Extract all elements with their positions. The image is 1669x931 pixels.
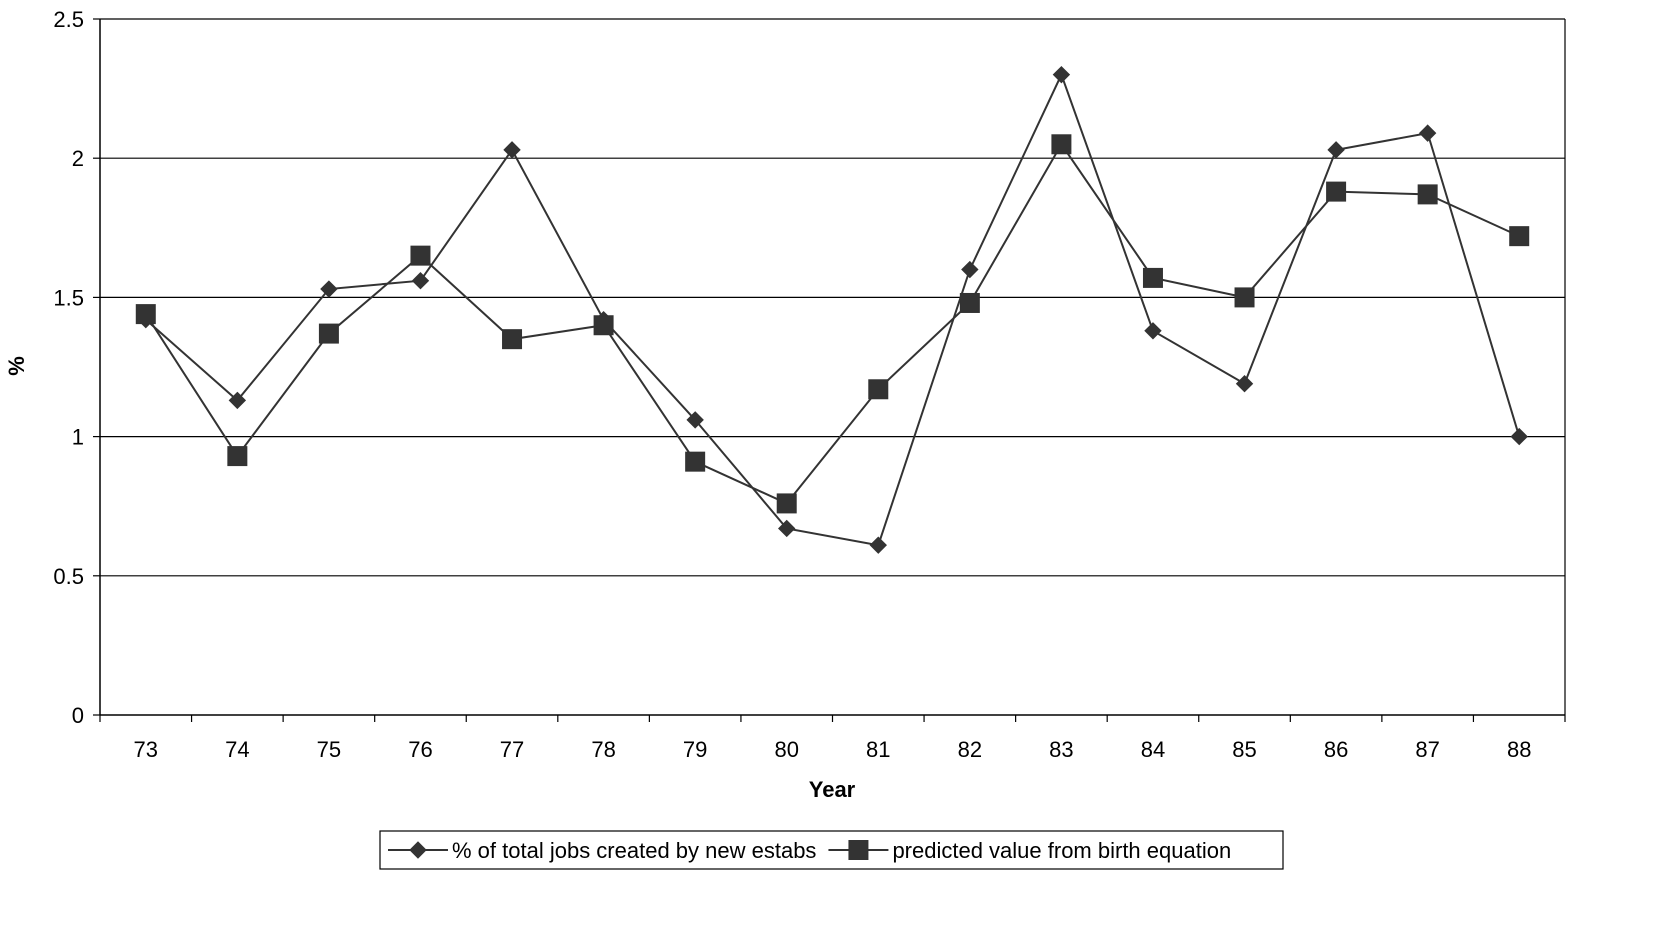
data-point-square	[1234, 287, 1255, 308]
x-tick-label: 79	[683, 737, 707, 762]
x-tick-label: 80	[774, 737, 798, 762]
x-tick-label: 87	[1415, 737, 1439, 762]
x-tick-label: 73	[134, 737, 158, 762]
data-point-square	[135, 304, 156, 325]
legend-marker-diamond	[409, 841, 427, 859]
data-point-square	[593, 315, 614, 336]
x-tick-label: 85	[1232, 737, 1256, 762]
data-point-diamond	[1144, 322, 1162, 340]
series-diamond	[137, 65, 1528, 554]
data-point-diamond	[1418, 124, 1437, 142]
y-tick-label: 2.5	[53, 7, 84, 32]
legend-label: predicted value from birth equation	[892, 838, 1231, 863]
data-point-diamond	[686, 411, 704, 429]
legend-marker-square	[848, 840, 869, 860]
data-point-square	[1417, 184, 1438, 205]
x-tick-label: 86	[1324, 737, 1348, 762]
data-point-square	[959, 292, 980, 313]
y-axis-title: %	[4, 356, 29, 376]
data-point-diamond	[1327, 141, 1345, 159]
data-point-diamond	[961, 260, 979, 279]
axes: 0 0.5 1 1.5 2 2.5 73 74 75 76 77 78 79 80 81 82 83 84 85 86…	[53, 7, 1566, 762]
y-tick-label: 1	[72, 425, 84, 450]
data-point-square	[1051, 134, 1072, 155]
series-square	[135, 134, 1530, 514]
y-tick-label: 1.5	[53, 285, 84, 310]
data-point-diamond	[778, 519, 796, 538]
legend-item-square: predicted value from birth equation	[828, 838, 1231, 863]
x-tick-label: 75	[317, 737, 341, 762]
data-point-diamond	[1052, 65, 1071, 84]
legend-label: % of total jobs created by new estabs	[452, 838, 816, 863]
data-point-square	[776, 493, 797, 514]
gridlines	[100, 18, 1565, 577]
series-line-square	[144, 142, 1520, 505]
data-point-diamond	[228, 391, 247, 410]
y-tick-label: 2	[72, 146, 84, 171]
data-point-diamond	[1510, 427, 1528, 446]
y-tick-label: 0	[72, 703, 84, 728]
series	[135, 65, 1530, 554]
x-tick-label: 84	[1141, 737, 1165, 762]
x-tick-label: 78	[591, 737, 615, 762]
data-point-diamond	[1235, 374, 1254, 393]
data-point-square	[685, 451, 706, 472]
x-tick-label: 77	[500, 737, 524, 762]
data-point-diamond	[411, 271, 430, 290]
legend: % of total jobs created by new estabs pre…	[379, 830, 1284, 870]
x-axis-title: Year	[809, 777, 856, 802]
x-tick-label: 88	[1507, 737, 1531, 762]
x-tick-label: 83	[1049, 737, 1073, 762]
data-point-square	[1142, 267, 1163, 288]
data-point-square	[410, 245, 431, 266]
data-point-square	[227, 446, 248, 467]
data-point-diamond	[503, 141, 521, 159]
data-point-diamond	[320, 280, 338, 298]
data-point-square	[868, 379, 889, 400]
x-tick-label: 82	[958, 737, 982, 762]
data-point-diamond	[869, 536, 887, 554]
data-point-square	[1326, 181, 1347, 202]
data-point-square	[1509, 226, 1530, 247]
x-tick-label: 74	[225, 737, 249, 762]
legend-item-diamond: % of total jobs created by new estabs	[388, 838, 816, 863]
data-point-square	[318, 323, 339, 344]
x-tick-label: 76	[408, 737, 432, 762]
data-point-square	[502, 329, 523, 350]
y-tick-label: 0.5	[53, 564, 84, 589]
x-tick-label: 81	[866, 737, 890, 762]
series-line-diamond	[145, 72, 1521, 547]
